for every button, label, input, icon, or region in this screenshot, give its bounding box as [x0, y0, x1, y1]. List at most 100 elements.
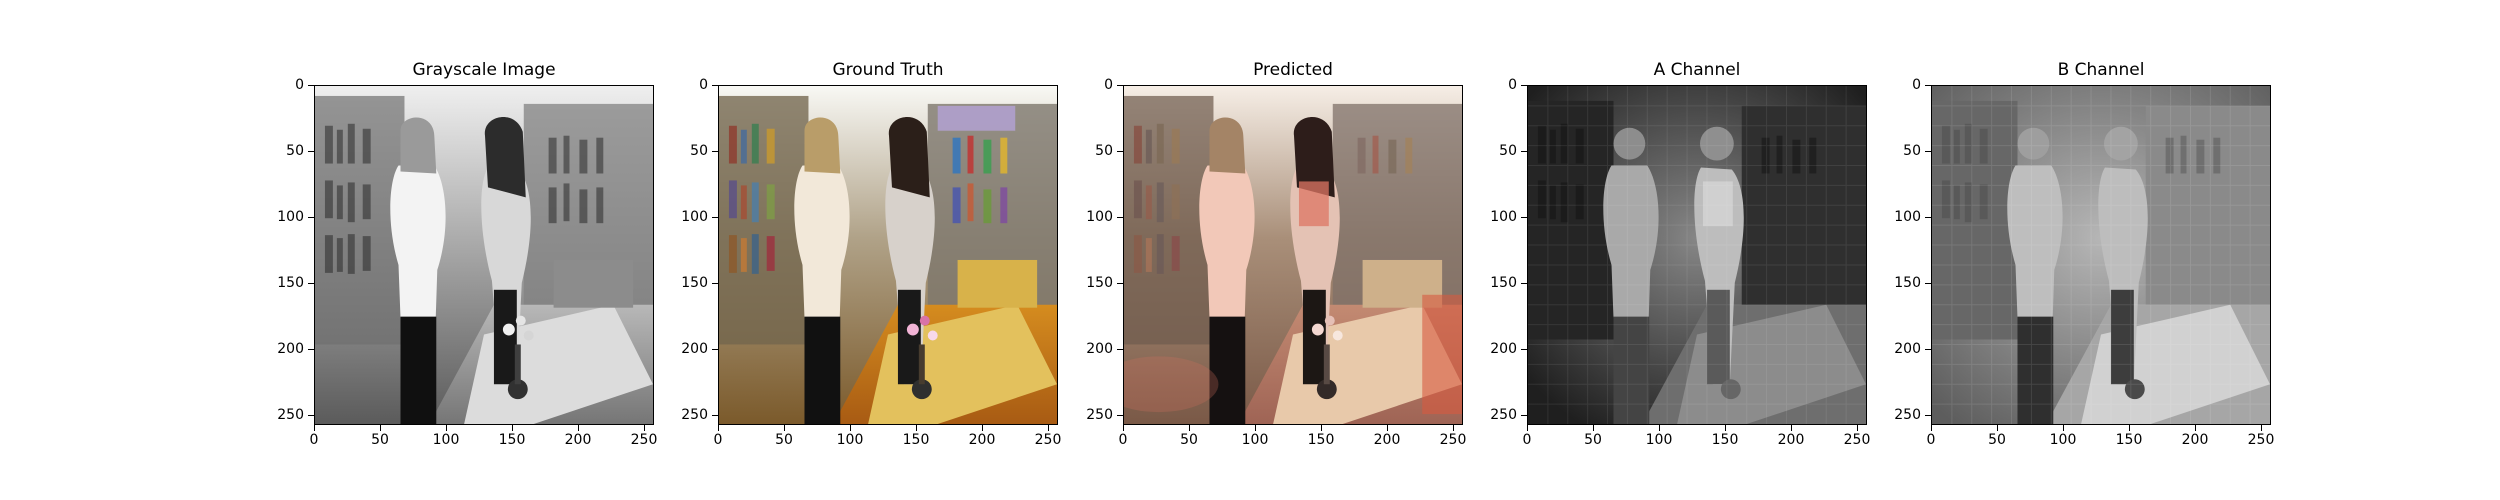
x-tick-label: 250 [1843, 432, 1871, 448]
y-tick-label: 200 [681, 341, 708, 357]
b-channel-image [1931, 85, 2271, 425]
ground-truth-image [718, 85, 1058, 425]
x-tick-label: 250 [1439, 432, 1467, 448]
y-tick-label: 100 [1894, 209, 1921, 225]
x-tick-150 [512, 425, 513, 431]
x-tick-0 [314, 425, 315, 431]
x-tick-label: 50 [1584, 432, 1602, 448]
y-tick-0 [1521, 85, 1527, 86]
y-tick-label: 150 [277, 275, 304, 291]
x-tick-0 [1931, 425, 1932, 431]
y-tick-label: 250 [1490, 407, 1517, 423]
a-channel-panel: A Channel [1490, 60, 1870, 450]
y-tick-100 [1117, 217, 1123, 218]
x-tick-250 [1857, 425, 1858, 431]
y-tick-250 [1117, 415, 1123, 416]
y-tick-200 [308, 349, 314, 350]
x-tick-50 [1997, 425, 1998, 431]
x-tick-label: 200 [1373, 432, 1401, 448]
y-tick-0 [1925, 85, 1931, 86]
x-tick-label: 250 [2247, 432, 2275, 448]
panel-title: Ground Truth [832, 60, 944, 80]
x-tick-label: 50 [1180, 432, 1198, 448]
y-tick-0 [1117, 85, 1123, 86]
predicted-image [1123, 85, 1463, 425]
x-tick-label: 0 [1926, 432, 1936, 448]
y-tick-200 [1925, 349, 1931, 350]
y-tick-label: 150 [681, 275, 708, 291]
y-tick-label: 200 [1894, 341, 1921, 357]
x-tick-label: 0 [1522, 432, 1532, 448]
y-tick-label: 50 [286, 143, 304, 159]
predicted-panel: Predicted [1086, 60, 1466, 450]
y-tick-label: 50 [1095, 143, 1113, 159]
grayscale-image [314, 85, 654, 425]
x-tick-150 [1321, 425, 1322, 431]
grayscale-image-art [315, 86, 653, 424]
x-tick-100 [850, 425, 851, 431]
x-tick-0 [1527, 425, 1528, 431]
x-tick-50 [784, 425, 785, 431]
y-tick-50 [1117, 151, 1123, 152]
x-tick-label: 200 [564, 432, 592, 448]
y-tick-label: 250 [277, 407, 304, 423]
y-tick-200 [1521, 349, 1527, 350]
x-tick-label: 150 [498, 432, 526, 448]
y-tick-label: 100 [681, 209, 708, 225]
x-tick-100 [2063, 425, 2064, 431]
x-tick-0 [718, 425, 719, 431]
x-tick-50 [380, 425, 381, 431]
y-tick-50 [1925, 151, 1931, 152]
x-tick-label: 0 [713, 432, 723, 448]
ground-truth-panel: Ground Truth [681, 60, 1061, 450]
y-tick-150 [712, 283, 718, 284]
x-tick-200 [2195, 425, 2196, 431]
y-tick-label: 200 [277, 341, 304, 357]
x-tick-label: 0 [1118, 432, 1128, 448]
y-tick-label: 150 [1894, 275, 1921, 291]
y-tick-50 [712, 151, 718, 152]
x-tick-label: 100 [836, 432, 864, 448]
y-tick-label: 100 [277, 209, 304, 225]
x-tick-100 [1659, 425, 1660, 431]
y-tick-label: 250 [681, 407, 708, 423]
x-tick-label: 100 [1241, 432, 1269, 448]
x-tick-label: 50 [371, 432, 389, 448]
y-tick-150 [1925, 283, 1931, 284]
y-tick-100 [712, 217, 718, 218]
x-tick-250 [1453, 425, 1454, 431]
panel-title: Predicted [1253, 60, 1333, 80]
y-tick-label: 200 [1086, 341, 1113, 357]
y-tick-label: 0 [1912, 77, 1921, 93]
x-tick-label: 150 [1711, 432, 1739, 448]
y-tick-250 [308, 415, 314, 416]
y-tick-150 [308, 283, 314, 284]
y-tick-label: 200 [1490, 341, 1517, 357]
y-tick-0 [308, 85, 314, 86]
x-tick-label: 50 [775, 432, 793, 448]
ground-truth-image-art [719, 86, 1057, 424]
y-tick-label: 150 [1086, 275, 1113, 291]
x-tick-150 [2129, 425, 2130, 431]
y-tick-label: 0 [1508, 77, 1517, 93]
y-tick-label: 0 [295, 77, 304, 93]
y-tick-0 [712, 85, 718, 86]
x-tick-50 [1189, 425, 1190, 431]
x-tick-200 [578, 425, 579, 431]
y-tick-label: 50 [1499, 143, 1517, 159]
x-tick-label: 150 [902, 432, 930, 448]
x-tick-label: 250 [630, 432, 658, 448]
x-tick-label: 250 [1034, 432, 1062, 448]
y-tick-100 [1521, 217, 1527, 218]
b-channel-image-art [1932, 86, 2270, 424]
y-tick-50 [1521, 151, 1527, 152]
y-tick-label: 100 [1086, 209, 1113, 225]
y-tick-250 [712, 415, 718, 416]
x-tick-label: 200 [1777, 432, 1805, 448]
x-tick-250 [2261, 425, 2262, 431]
y-tick-200 [712, 349, 718, 350]
x-tick-200 [1791, 425, 1792, 431]
y-tick-100 [1925, 217, 1931, 218]
x-tick-label: 50 [1988, 432, 2006, 448]
